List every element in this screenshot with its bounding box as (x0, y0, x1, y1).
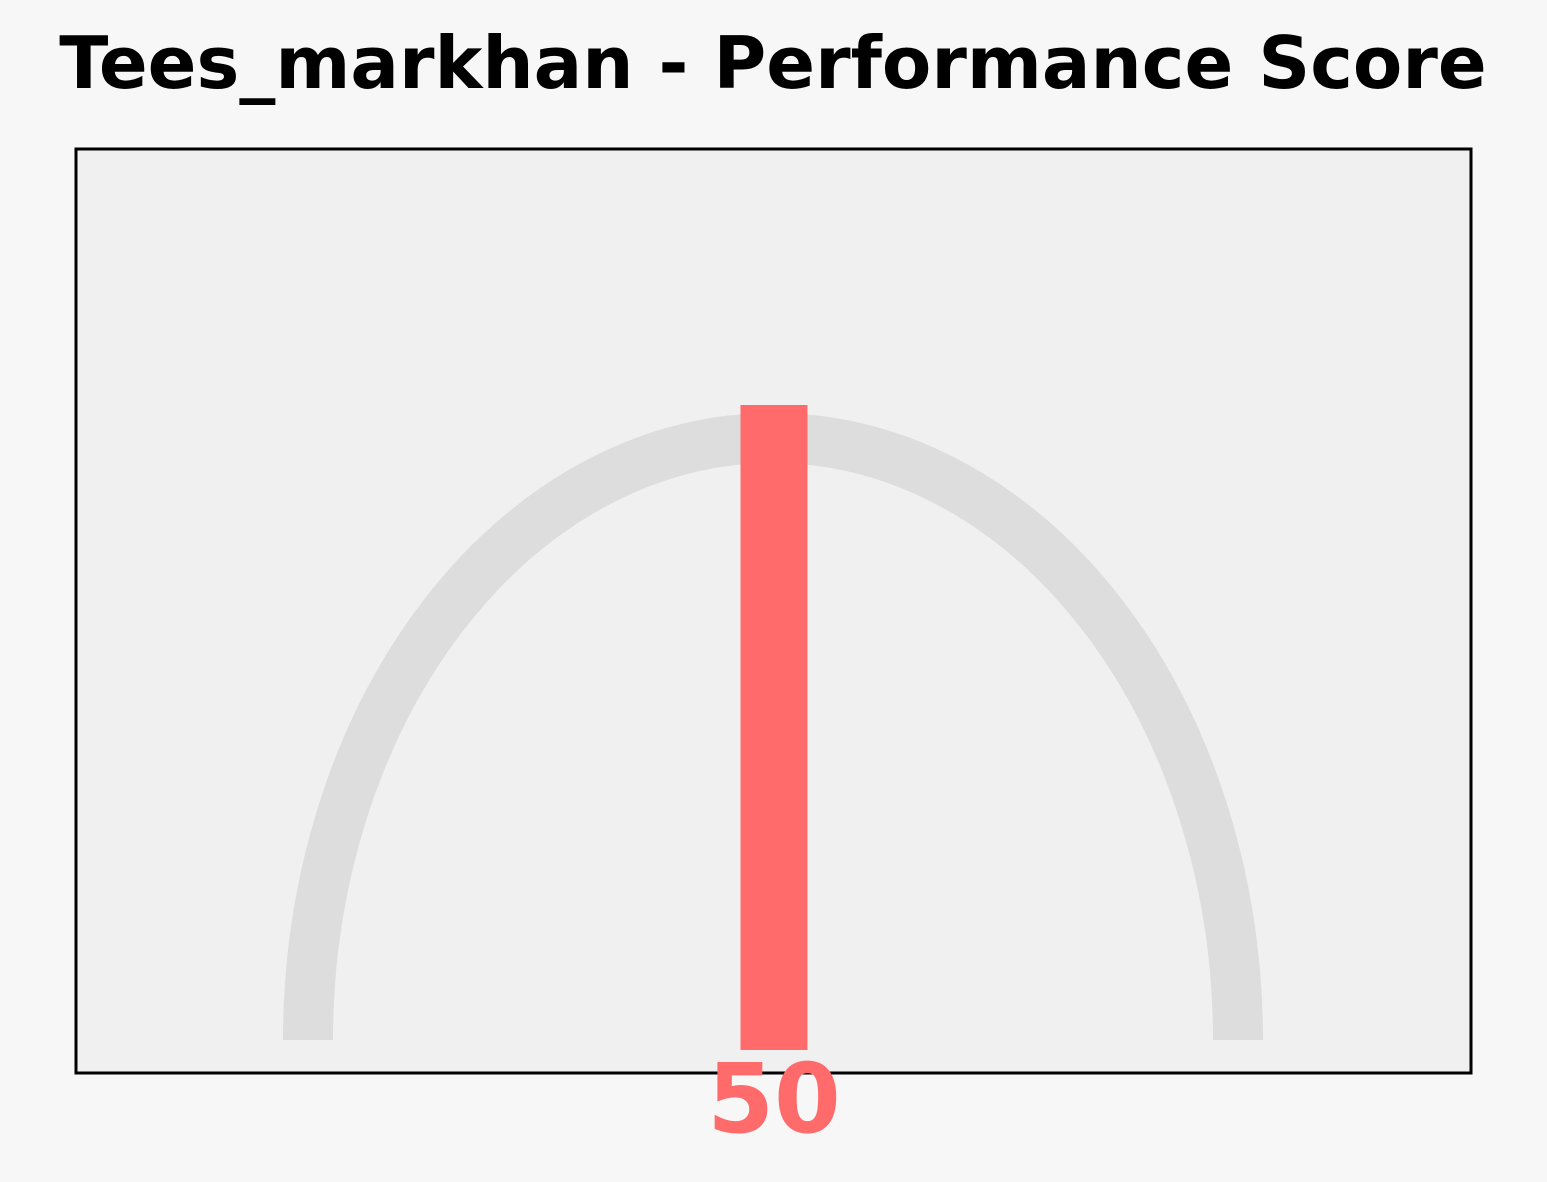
chart-title: Tees_markhan - Performance Score (59, 21, 1486, 105)
gauge-needle (740, 405, 808, 1050)
gauge-value-label: 50 (707, 1043, 841, 1155)
